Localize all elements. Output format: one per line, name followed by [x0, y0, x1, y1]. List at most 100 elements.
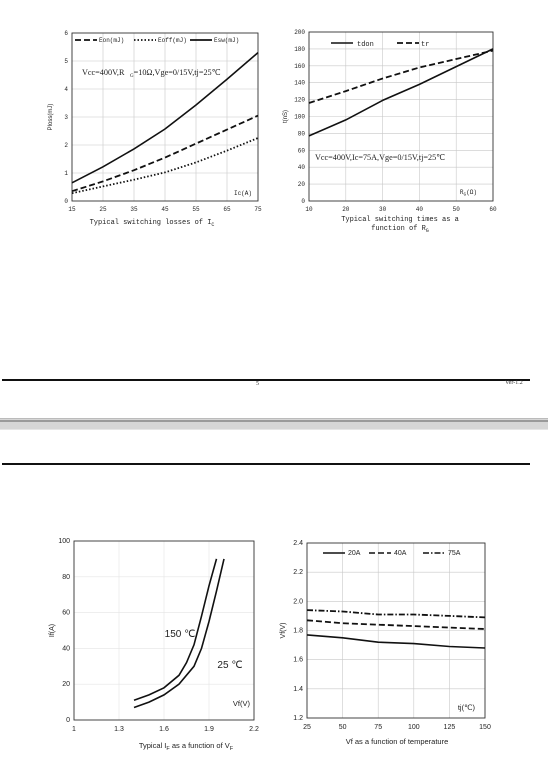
- y-tick-label: 40: [62, 645, 70, 652]
- y-tick-label: 20: [62, 681, 70, 688]
- x-tick-label: 2.2: [249, 726, 259, 733]
- x-tick-label: 15: [68, 206, 76, 213]
- x-tick-label: 50: [453, 206, 461, 213]
- legend-label: 40A: [394, 550, 407, 557]
- x-tick-label: 45: [161, 206, 169, 213]
- footer-rule: [2, 379, 530, 381]
- figure-caption-line1: Typical switching times as a: [341, 216, 459, 224]
- y-tick-label: 200: [294, 29, 305, 36]
- series-line-75a: [306, 609, 486, 619]
- x-tick-label: 1.9: [204, 726, 214, 733]
- y-tick-label: 0: [66, 717, 70, 724]
- page-separator-line: [0, 420, 548, 422]
- chart-4: [306, 542, 486, 719]
- y-tick-label: 20: [298, 181, 306, 188]
- plot-frame: [73, 540, 255, 721]
- plot-frame: [308, 31, 494, 202]
- corner-axis-label: tj(℃): [458, 703, 476, 712]
- y-tick-label: 100: [58, 538, 70, 545]
- y-tick-label: 140: [294, 80, 305, 87]
- y-tick-label: 0: [301, 198, 305, 205]
- plot-frame: [71, 32, 259, 202]
- x-tick-label: 40: [416, 206, 424, 213]
- header-rule: [2, 463, 530, 465]
- x-tick-label: 20: [342, 206, 350, 213]
- legend-label: 75A: [448, 550, 461, 557]
- y-tick-label: 3: [64, 114, 68, 121]
- y-tick-label: 60: [62, 610, 70, 617]
- y-tick-label: 5: [64, 58, 68, 65]
- condition-annotation: Vcc=400V,R: [82, 68, 125, 77]
- x-tick-label: 25: [99, 206, 107, 213]
- x-tick-label: 75: [374, 724, 382, 731]
- curve-label-150c: 150 ℃: [165, 629, 196, 640]
- chart-3: [73, 540, 255, 721]
- page-number: 5: [256, 381, 259, 387]
- x-tick-label: 50: [339, 724, 347, 731]
- y-tick-label: 80: [298, 130, 306, 137]
- legend-label: tr: [421, 41, 429, 49]
- y-tick-label: 6: [64, 30, 68, 37]
- x-tick-label: 1.3: [114, 726, 124, 733]
- figure-caption: Typical IF as a function of VF: [139, 741, 234, 752]
- y-tick-label: 80: [62, 574, 70, 581]
- y-tick-label: 0: [64, 198, 68, 205]
- condition-annotation-rest: G=10Ω,Vge=0/15V,tj=25℃: [130, 68, 221, 79]
- series-line-20a: [306, 634, 486, 649]
- y-tick-label: 40: [298, 164, 306, 171]
- curve-label-25c: 25 ℃: [217, 660, 242, 671]
- legend-label: 20A: [348, 550, 361, 557]
- x-tick-label: 150: [479, 724, 491, 731]
- series-line-eoffmj: [71, 137, 259, 195]
- figure-caption: Typical switching losses of IC: [90, 219, 215, 228]
- y-tick-label: 100: [294, 114, 305, 121]
- x-tick-label: 55: [192, 206, 200, 213]
- x-axis-label: RG(Ω): [460, 189, 477, 198]
- y-tick-label: 2.4: [293, 540, 303, 547]
- condition-annotation: Vcc=400V,Ic=75A,Vge=0/15V,tj=25℃: [315, 153, 445, 162]
- y-tick-label: 1.2: [293, 715, 303, 722]
- y-tick-label: 2.0: [293, 598, 303, 605]
- y-axis-label: Ploss(mJ): [48, 104, 54, 131]
- y-tick-label: 4: [64, 86, 68, 93]
- version-label: Ver-1.2: [505, 380, 523, 386]
- series-line-150: [133, 558, 218, 702]
- x-tick-label: 30: [379, 206, 387, 213]
- y-tick-label: 1.4: [293, 686, 303, 693]
- x-axis-label: Vf(V): [233, 699, 251, 708]
- figure-caption-line2: function of RG: [371, 225, 429, 234]
- y-axis-label: t(nS): [283, 110, 289, 123]
- x-tick-label: 10: [305, 206, 313, 213]
- x-tick-label: 35: [130, 206, 138, 213]
- series-line-tr: [308, 49, 494, 104]
- series-line-eswmj: [71, 51, 259, 184]
- series-line-eonmj: [71, 114, 259, 193]
- x-tick-label: 75: [254, 206, 262, 213]
- plot-frame: [306, 542, 486, 719]
- legend-label: Esw(mJ): [214, 37, 239, 44]
- y-tick-label: 1.8: [293, 628, 303, 635]
- y-tick-label: 1: [64, 170, 68, 177]
- series-line-40a: [306, 619, 486, 630]
- x-axis-label: Ic(A): [234, 190, 252, 197]
- figure-caption: Vf as a function of temperature: [346, 737, 449, 746]
- y-tick-label: 2: [64, 142, 68, 149]
- chart-2: [308, 31, 494, 202]
- y-tick-label: 180: [294, 46, 305, 53]
- y-tick-label: 60: [298, 147, 306, 154]
- series-line-tdon: [308, 48, 494, 137]
- series-line-25: [133, 558, 225, 709]
- y-tick-label: 1.6: [293, 657, 303, 664]
- y-tick-label: 160: [294, 63, 305, 70]
- y-tick-label: 2.2: [293, 569, 303, 576]
- x-tick-label: 65: [223, 206, 231, 213]
- y-axis-label: Vf(V): [280, 623, 287, 639]
- x-tick-label: 125: [444, 724, 456, 731]
- legend-label: Eoff(mJ): [158, 37, 187, 44]
- y-tick-label: 120: [294, 97, 305, 104]
- x-tick-label: 25: [303, 724, 311, 731]
- x-tick-label: 60: [489, 206, 497, 213]
- x-tick-label: 1.6: [159, 726, 169, 733]
